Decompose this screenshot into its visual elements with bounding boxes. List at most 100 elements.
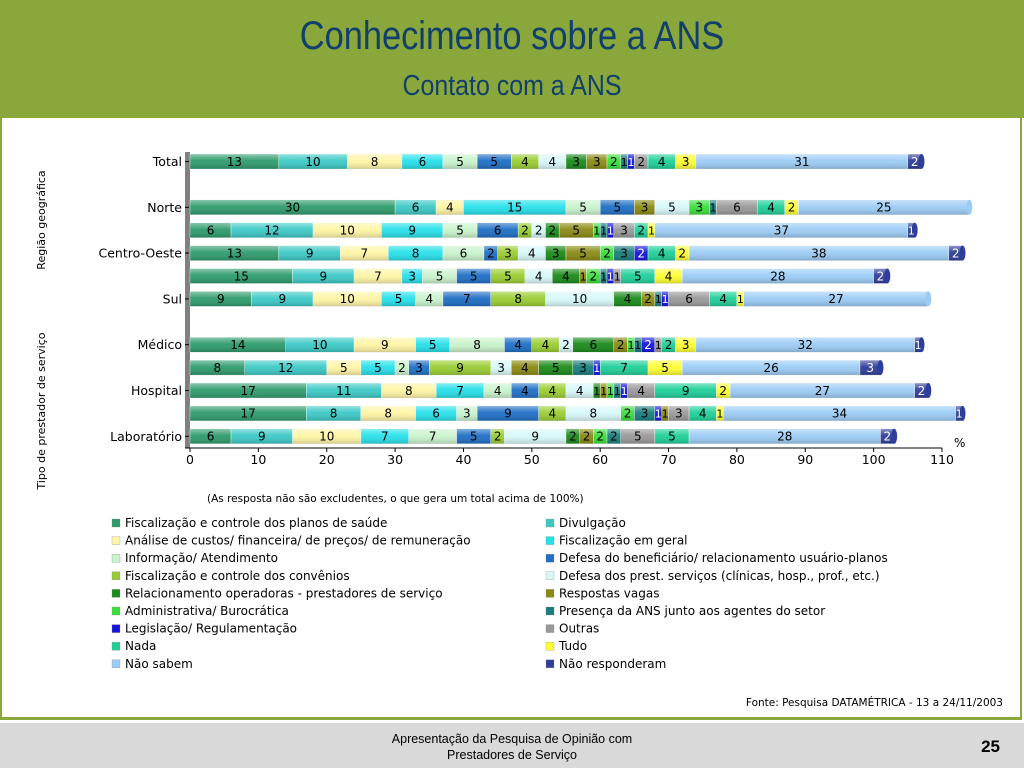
bar-segment-shine (627, 383, 655, 398)
bar-data-label: 4 (521, 361, 529, 375)
bar-data-label: 2 (918, 384, 926, 398)
bar-data-label: 6 (412, 201, 420, 215)
bar-segment-shine (607, 428, 621, 444)
bar-segment-shine (566, 428, 580, 444)
bar-segment-shine (190, 291, 252, 307)
unit-label: % (954, 436, 965, 450)
x-tick-label: 10 (250, 452, 266, 467)
bar-segment-shine (566, 245, 601, 261)
legend-swatch (545, 659, 555, 668)
bar-data-label: 4 (576, 384, 584, 398)
bar-segment-shine (634, 222, 649, 238)
x-tick-label: 20 (319, 452, 335, 467)
bar-segment-shine (566, 199, 601, 215)
bar-data-label: 3 (415, 361, 423, 375)
bar-segment-shine (190, 245, 279, 261)
bar-data-label: 2 (494, 430, 502, 444)
bar-segment-shine (456, 405, 478, 421)
bar-data-label: 1 (662, 408, 669, 421)
bar-data-label: 9 (682, 384, 690, 398)
bar-data-label: 1 (627, 156, 634, 169)
bar-data-label: 9 (408, 224, 416, 238)
bar-data-label: 4 (514, 338, 522, 352)
bar-data-label: 4 (494, 384, 502, 398)
bar-segment-shine (190, 360, 245, 376)
bar-data-label: 12 (278, 361, 293, 375)
legend-swatch (545, 606, 555, 616)
bar-segment-shine (190, 383, 307, 398)
bar-data-label: 10 (340, 292, 355, 306)
legend-label: Não sabem (125, 657, 193, 671)
legend-label: Fiscalização e controle dos convênios (125, 569, 350, 583)
legend-label: Presença da ANS junto aos agentes do set… (559, 604, 825, 618)
bar-data-label: 3 (572, 155, 580, 169)
bar-segment-shine (736, 291, 744, 307)
bar-data-label: 37 (774, 224, 789, 238)
bar-segment-shine (607, 222, 614, 238)
bar-segment-shine (285, 337, 355, 353)
bar-segment-shine (401, 154, 443, 169)
bar-segment-shine (518, 222, 532, 238)
bar-segment-shine (436, 199, 464, 215)
bar-data-label: 1 (655, 408, 662, 421)
bar-data-label: 3 (463, 407, 471, 421)
x-tick-label: 30 (387, 452, 403, 467)
bar-segment-shine (559, 222, 594, 238)
bar-segment-shine (306, 383, 382, 398)
bar-data-label: 2 (521, 224, 529, 238)
chart-note: (As resposta não são excludentes, o que … (207, 493, 584, 505)
bar-data-label: 5 (340, 361, 348, 375)
bar-data-label: 6 (494, 224, 502, 238)
bar-data-label: 1 (607, 270, 614, 283)
bar-end-cap (918, 337, 925, 353)
x-tick-label: 100 (862, 452, 886, 467)
bar-segment-shine (360, 428, 409, 444)
bar-data-label: 3 (866, 361, 874, 375)
bar-data-label: 2 (603, 246, 611, 260)
bar-segment-shine (326, 360, 361, 376)
page-number: 25 (981, 737, 1000, 756)
bar-data-label: 10 (319, 430, 334, 444)
bar-segment-shine (613, 337, 628, 353)
bar-data-label: 13 (227, 246, 242, 260)
bar-data-label: 14 (230, 338, 245, 352)
bar-segment-shine (231, 222, 314, 238)
bar-segment-shine (620, 383, 628, 398)
bar-data-label: 8 (384, 407, 392, 421)
bar-data-label: 1 (627, 339, 634, 352)
bar-data-label: 25 (876, 201, 891, 215)
bar-data-label: 2 (637, 246, 645, 260)
bar-end-cap (884, 268, 891, 284)
bar-data-label: 5 (634, 269, 642, 283)
bar-segment-shine (948, 245, 963, 261)
bar-segment-shine (415, 337, 450, 353)
x-tick-label: 0 (186, 452, 194, 467)
bar-data-label: 1 (655, 293, 662, 306)
bar-data-label: 6 (432, 407, 440, 421)
x-tick-label: 60 (592, 452, 608, 467)
bar-segment-shine (654, 222, 908, 238)
bar-segment-shine (757, 199, 785, 215)
bar-segment-shine (613, 268, 621, 284)
bar-data-label: 4 (521, 155, 529, 169)
bar-end-cap (925, 291, 932, 307)
bar-segment-shine (641, 337, 655, 353)
bar-data-label: 6 (207, 224, 215, 238)
bar-segment-shine (600, 268, 608, 284)
bar-data-label: 1 (593, 362, 600, 375)
bar-segment-shine (661, 337, 676, 353)
bar-segment-shine (306, 405, 361, 421)
bar-data-label: 4 (767, 201, 775, 215)
bar-data-label: 2 (678, 246, 686, 260)
bar-data-label: 2 (562, 338, 570, 352)
bar-segment-shine (743, 291, 929, 307)
bar-data-label: 32 (798, 338, 813, 352)
x-tick-label: 90 (797, 452, 813, 467)
bar-segment-shine (613, 222, 635, 238)
slide-header: Conhecimento sobre a ANS Contato com a A… (0, 0, 1024, 118)
x-tick-label: 40 (456, 452, 472, 467)
bar-segment-shine (340, 245, 389, 261)
bar-segment-shine (477, 154, 512, 169)
bar-segment-shine (313, 291, 382, 307)
bar-segment-shine (689, 245, 949, 261)
